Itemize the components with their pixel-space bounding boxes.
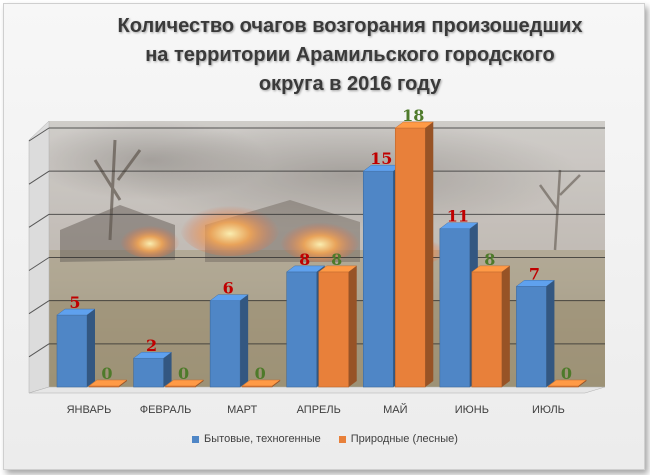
chart-floor bbox=[28, 386, 606, 394]
bar-household-5 bbox=[439, 222, 479, 388]
bar-side bbox=[195, 380, 204, 387]
chart-title-line-3: округа в 2016 году bbox=[258, 73, 442, 95]
legend-item-forest: Природные (лесные) bbox=[338, 433, 458, 445]
chart-title-line-1: Количество очагов возгорания произошедши… bbox=[117, 15, 583, 37]
data-label-household-6: 7 bbox=[529, 264, 540, 283]
category-label-2: МАРТ bbox=[227, 404, 257, 416]
bar-front bbox=[362, 170, 394, 388]
bar-forest-3 bbox=[317, 265, 358, 388]
category-label-1: ФЕВРАЛЬ bbox=[140, 404, 192, 416]
bar-front bbox=[133, 357, 164, 388]
data-label-household-5: 11 bbox=[447, 207, 469, 226]
bar-front bbox=[439, 228, 471, 388]
bar-household-2 bbox=[209, 294, 249, 388]
bar-front bbox=[318, 271, 350, 388]
bar-forest-2 bbox=[241, 379, 281, 388]
data-label-household-4: 15 bbox=[370, 149, 392, 168]
category-label-0: ЯНВАРЬ bbox=[67, 404, 112, 416]
side-gridline bbox=[28, 170, 50, 185]
data-label-forest-4: 18 bbox=[402, 106, 424, 125]
bar-forest-6 bbox=[547, 379, 588, 388]
side-gridline bbox=[28, 257, 50, 271]
bar-side bbox=[163, 352, 172, 387]
side-wall bbox=[28, 120, 50, 394]
legend-item-household: Бытовые, техногенные bbox=[192, 433, 321, 445]
bar-forest-5 bbox=[471, 265, 511, 388]
chart-legend: Бытовые, техногенные Природные (лесные) bbox=[0, 433, 650, 445]
category-label-3: АПРЕЛЬ bbox=[297, 404, 341, 416]
data-label-household-1: 2 bbox=[146, 336, 157, 355]
bar-side bbox=[87, 309, 95, 387]
data-label-forest-5: 8 bbox=[484, 250, 495, 269]
category-label-4: МАЙ bbox=[383, 403, 407, 416]
side-gridline bbox=[28, 343, 50, 358]
data-label-forest-2: 0 bbox=[255, 364, 266, 383]
bar-front bbox=[394, 127, 426, 388]
bar-side bbox=[119, 380, 127, 387]
legend-swatch-forest bbox=[338, 435, 346, 443]
bar-front bbox=[471, 271, 503, 388]
bar-front bbox=[286, 271, 318, 388]
bar-side bbox=[240, 294, 249, 387]
data-label-forest-1: 0 bbox=[178, 364, 189, 383]
bar-forest-1 bbox=[164, 379, 205, 388]
bar-household-6 bbox=[515, 280, 556, 388]
data-label-forest-0: 0 bbox=[101, 364, 112, 383]
legend-swatch-household bbox=[192, 435, 200, 443]
bar-forest-0 bbox=[88, 379, 128, 388]
side-gridline bbox=[28, 300, 50, 315]
data-label-household-3: 8 bbox=[299, 250, 310, 269]
side-gridline bbox=[28, 213, 50, 228]
category-label-5: ИЮНЬ bbox=[455, 404, 489, 416]
data-label-forest-3: 8 bbox=[331, 250, 342, 269]
legend-label-household: Бытовые, техногенные bbox=[204, 433, 321, 445]
legend-label-forest: Природные (лесные) bbox=[350, 433, 458, 445]
side-gridline bbox=[28, 127, 50, 142]
chart-title: Количество очагов возгорания произошедши… bbox=[90, 12, 610, 99]
bar-side bbox=[546, 280, 555, 387]
bar-side bbox=[501, 265, 510, 387]
data-label-household-0: 5 bbox=[69, 293, 80, 312]
bar-side bbox=[272, 380, 281, 387]
bar-forest-4 bbox=[394, 121, 435, 388]
bar-front bbox=[516, 285, 547, 388]
bar-side bbox=[578, 380, 587, 387]
bar-household-0 bbox=[56, 308, 96, 388]
bar-side bbox=[425, 122, 434, 387]
bar-front bbox=[209, 300, 241, 388]
data-label-household-2: 6 bbox=[223, 279, 234, 298]
data-label-forest-6: 0 bbox=[561, 364, 572, 383]
bar-front bbox=[56, 314, 88, 388]
category-label-6: ИЮЛЬ bbox=[532, 404, 565, 416]
bar-household-1 bbox=[132, 351, 173, 388]
bar-side bbox=[348, 265, 357, 387]
chart-title-line-2: на территории Арамильского городского bbox=[145, 44, 555, 66]
